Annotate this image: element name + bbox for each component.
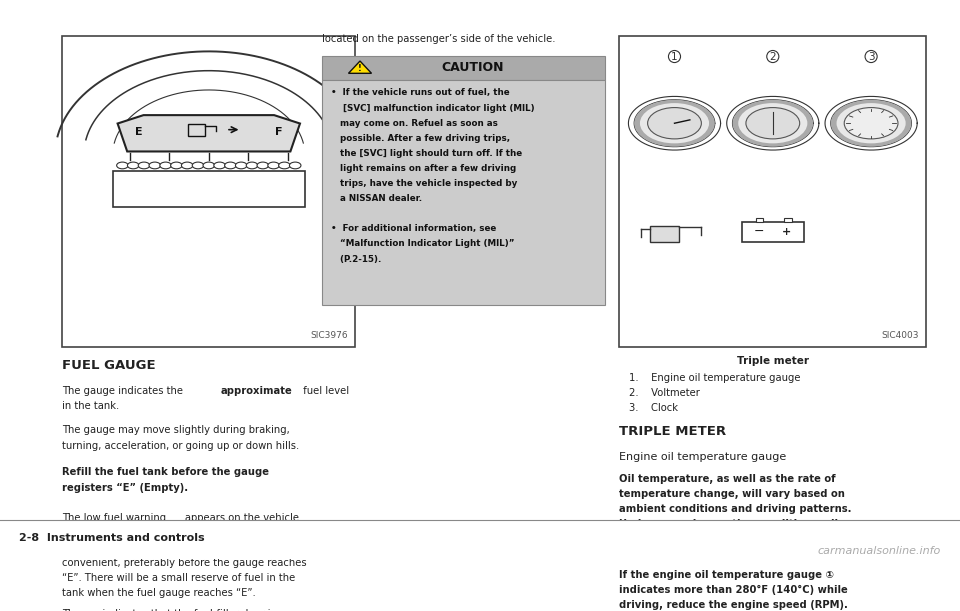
Circle shape	[214, 162, 226, 169]
Circle shape	[278, 162, 290, 169]
Bar	[187, 124, 204, 136]
Text: Under normal operating conditions, oil: Under normal operating conditions, oil	[619, 519, 838, 529]
Circle shape	[290, 162, 301, 169]
Text: convenient, preferably before the gauge reaches: convenient, preferably before the gauge …	[62, 558, 307, 568]
Text: 2-8  Instruments and controls: 2-8 Instruments and controls	[19, 533, 204, 543]
Text: driving, reduce the engine speed (RPM).: driving, reduce the engine speed (RPM).	[619, 600, 848, 610]
Text: Engine oil temperature gauge: Engine oil temperature gauge	[619, 452, 786, 463]
Text: The gauge may move slightly during braking,: The gauge may move slightly during braki…	[62, 425, 290, 435]
Bar	[113, 171, 305, 207]
Circle shape	[225, 162, 236, 169]
Text: 2.    Voltmeter: 2. Voltmeter	[629, 388, 700, 398]
Circle shape	[268, 162, 279, 169]
Text: 1: 1	[671, 51, 678, 62]
Bar	[651, 226, 680, 242]
Circle shape	[235, 162, 247, 169]
Text: (P.2-15).: (P.2-15).	[331, 255, 381, 263]
Text: The gauge indicates the: The gauge indicates the	[62, 386, 186, 396]
Circle shape	[138, 162, 150, 169]
Circle shape	[204, 162, 215, 169]
Text: 1.    Engine oil temperature gauge: 1. Engine oil temperature gauge	[629, 373, 801, 384]
Circle shape	[149, 162, 160, 169]
Bar	[784, 218, 792, 222]
Circle shape	[159, 162, 171, 169]
Circle shape	[836, 103, 905, 144]
Circle shape	[732, 100, 813, 147]
Bar	[322, 79, 605, 305]
Text: approximate: approximate	[221, 386, 293, 396]
Bar	[619, 36, 926, 346]
Circle shape	[640, 103, 709, 144]
Text: •  For additional information, see: • For additional information, see	[331, 224, 496, 233]
Text: the tank is getting low. Refuel as soon as it is: the tank is getting low. Refuel as soon …	[62, 543, 288, 553]
Text: TRIPLE METER: TRIPLE METER	[619, 425, 727, 439]
Text: If the engine oil temperature gauge ①: If the engine oil temperature gauge ①	[619, 569, 834, 580]
Text: •  If the vehicle runs out of fuel, the: • If the vehicle runs out of fuel, the	[331, 89, 510, 98]
Text: “Malfunction Indicator Light (MIL)”: “Malfunction Indicator Light (MIL)”	[331, 240, 515, 249]
Text: CAUTION: CAUTION	[442, 61, 504, 74]
Text: 3: 3	[868, 51, 875, 62]
Text: trips, have the vehicle inspected by: trips, have the vehicle inspected by	[331, 179, 517, 188]
Text: the [SVC] light should turn off. If the: the [SVC] light should turn off. If the	[331, 149, 522, 158]
Circle shape	[844, 108, 898, 139]
Text: a NISSAN dealer.: a NISSAN dealer.	[331, 194, 422, 203]
Bar	[0, 520, 960, 559]
Text: 3.    Clock: 3. Clock	[629, 403, 678, 412]
Circle shape	[648, 108, 702, 139]
Text: [SVC] malfunction indicator light (MIL): [SVC] malfunction indicator light (MIL)	[331, 104, 535, 112]
Bar	[62, 36, 355, 346]
Circle shape	[192, 162, 204, 169]
Text: possible. After a few driving trips,: possible. After a few driving trips,	[331, 134, 511, 143]
Text: temperature will remain below 280°F: temperature will remain below 280°F	[619, 534, 830, 544]
Text: SIC4003: SIC4003	[881, 331, 919, 340]
Text: The low fuel warning      appears on the vehicle: The low fuel warning appears on the vehi…	[62, 513, 300, 523]
Circle shape	[738, 103, 807, 144]
Text: 2: 2	[770, 51, 776, 62]
Circle shape	[635, 100, 715, 147]
Text: fuel level: fuel level	[300, 386, 349, 396]
Text: −: −	[755, 225, 764, 238]
Bar	[742, 222, 804, 242]
Bar	[756, 218, 763, 222]
Circle shape	[171, 162, 182, 169]
Circle shape	[830, 100, 911, 147]
Circle shape	[257, 162, 269, 169]
Text: registers “E” (Empty).: registers “E” (Empty).	[62, 483, 188, 492]
Text: information display when the amount of fuel in: information display when the amount of f…	[62, 528, 298, 538]
Circle shape	[746, 108, 800, 139]
Text: (140°C).: (140°C).	[619, 549, 665, 559]
Text: may come on. Refuel as soon as: may come on. Refuel as soon as	[331, 119, 498, 128]
Text: Oil temperature, as well as the rate of: Oil temperature, as well as the rate of	[619, 474, 836, 483]
Text: +: +	[781, 227, 791, 237]
Text: !: !	[358, 64, 362, 73]
Text: turning, acceleration, or going up or down hills.: turning, acceleration, or going up or do…	[62, 441, 300, 450]
Text: indicates more than 280°F (140°C) while: indicates more than 280°F (140°C) while	[619, 585, 848, 595]
Text: carmanualsonline.info: carmanualsonline.info	[818, 546, 941, 556]
Polygon shape	[117, 115, 300, 152]
Bar	[322, 56, 605, 79]
Text: located on the passenger’s side of the vehicle.: located on the passenger’s side of the v…	[322, 34, 555, 43]
Text: tank when the fuel gauge reaches “E”.: tank when the fuel gauge reaches “E”.	[62, 588, 256, 598]
Circle shape	[128, 162, 139, 169]
Text: E: E	[135, 127, 142, 137]
Circle shape	[246, 162, 257, 169]
Polygon shape	[348, 61, 372, 73]
Text: “E”. There will be a small reserve of fuel in the: “E”. There will be a small reserve of fu…	[62, 573, 296, 583]
Text: Triple meter: Triple meter	[737, 356, 808, 365]
Text: light remains on after a few driving: light remains on after a few driving	[331, 164, 516, 173]
Text: The       indicates that the fuel-filler door is: The indicates that the fuel-filler door …	[62, 609, 276, 611]
Text: F: F	[276, 127, 282, 137]
Text: in the tank.: in the tank.	[62, 401, 120, 411]
Text: FUEL GAUGE: FUEL GAUGE	[62, 359, 156, 372]
Text: ambient conditions and driving patterns.: ambient conditions and driving patterns.	[619, 504, 852, 514]
Text: Refill the fuel tank before the gauge: Refill the fuel tank before the gauge	[62, 467, 270, 477]
Text: temperature change, will vary based on: temperature change, will vary based on	[619, 489, 845, 499]
Circle shape	[117, 162, 129, 169]
Text: SIC3976: SIC3976	[310, 331, 348, 340]
Circle shape	[181, 162, 193, 169]
